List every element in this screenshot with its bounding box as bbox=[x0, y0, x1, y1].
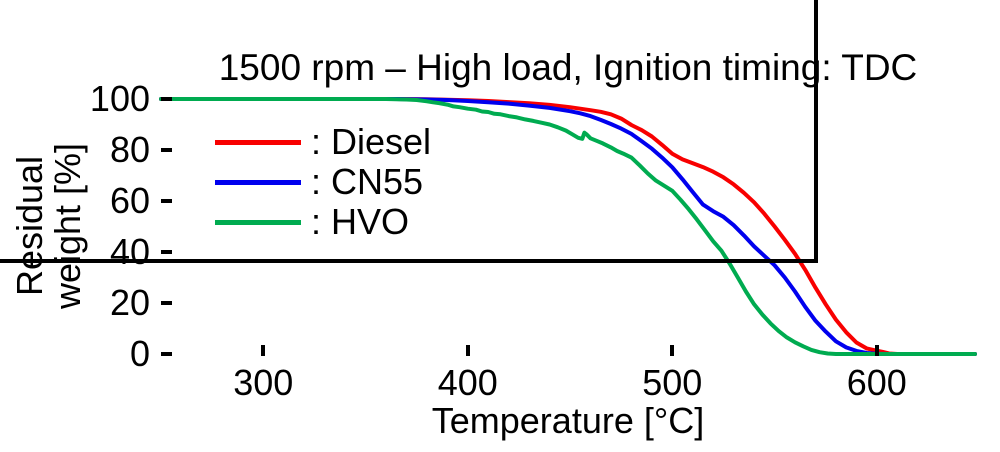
legend-row-diesel: : Diesel bbox=[215, 122, 431, 162]
x-tick-mark-400 bbox=[465, 345, 470, 356]
x-tick-label-500: 500 bbox=[642, 362, 703, 403]
y-tick-label-40: 40 bbox=[109, 231, 150, 272]
y-axis-label-line1: Residual bbox=[9, 155, 50, 297]
y-tick-label-20: 20 bbox=[109, 282, 150, 323]
x-axis-label: Temperature [°C] bbox=[431, 400, 705, 441]
legend-row-hvo: : HVO bbox=[215, 202, 431, 242]
hvo-line-swatch bbox=[215, 219, 301, 225]
y-tick-label-100: 100 bbox=[89, 78, 150, 119]
plot-area: : Diesel : CN55 : HVO bbox=[159, 97, 977, 356]
y-tick-mark-40 bbox=[161, 250, 172, 254]
y-tick-label-60: 60 bbox=[109, 180, 150, 221]
legend-label-hvo: : HVO bbox=[311, 201, 410, 242]
y-tick-label-0: 0 bbox=[129, 333, 150, 374]
curve-cn55 bbox=[159, 97, 977, 356]
y-tick-mark-0 bbox=[161, 352, 172, 356]
x-tick-mark-500 bbox=[670, 345, 675, 356]
legend-row-cn55: : CN55 bbox=[215, 162, 431, 202]
x-tick-label-600: 600 bbox=[846, 362, 907, 403]
y-tick-label-80: 80 bbox=[109, 129, 150, 170]
y-axis-label: Residual weight [%] bbox=[9, 142, 88, 310]
y-tick-mark-60 bbox=[161, 199, 172, 203]
x-tick-label-300: 300 bbox=[233, 362, 294, 403]
curve-hvo bbox=[159, 97, 977, 356]
chart-title: 1500 rpm – High load, Ignition timing: T… bbox=[218, 47, 918, 88]
diesel-line-swatch bbox=[215, 139, 301, 145]
cn55-line-swatch bbox=[215, 179, 301, 185]
y-tick-mark-100 bbox=[161, 97, 172, 101]
legend-label-cn55: : CN55 bbox=[311, 161, 424, 202]
curves-svg bbox=[159, 97, 977, 356]
x-tick-label-400: 400 bbox=[437, 362, 498, 403]
x-tick-mark-300 bbox=[261, 345, 266, 356]
y-axis-label-line2: weight [%] bbox=[47, 142, 88, 310]
x-tick-mark-600 bbox=[874, 345, 879, 356]
y-tick-mark-80 bbox=[161, 148, 172, 152]
legend: : Diesel : CN55 : HVO bbox=[215, 122, 431, 242]
y-tick-mark-20 bbox=[161, 301, 172, 305]
legend-label-diesel: : Diesel bbox=[311, 121, 432, 162]
